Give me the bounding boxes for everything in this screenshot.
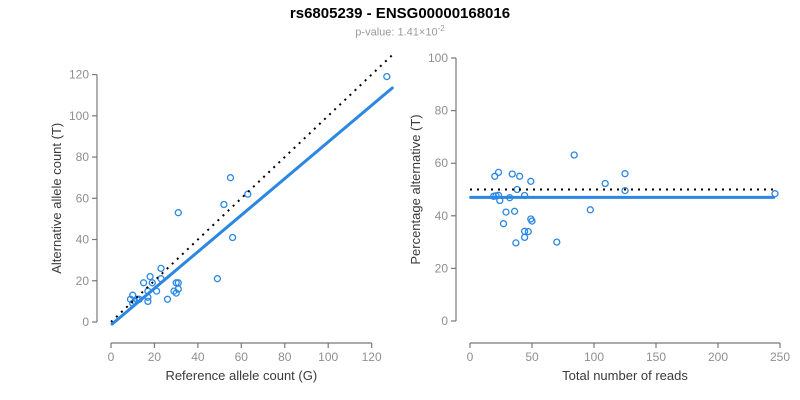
y-tick-label: 20: [435, 261, 449, 275]
y-tick-label: 0: [441, 314, 448, 328]
x-tick-label: 50: [525, 350, 539, 364]
data-point: [621, 170, 629, 178]
x-tick-label: 60: [235, 350, 249, 364]
x-tick-label: 150: [646, 350, 666, 364]
identity-line: [110, 52, 396, 323]
data-point: [144, 297, 152, 306]
data-point: [527, 177, 535, 185]
data-point: [524, 227, 532, 236]
x-tick-label: 250: [770, 350, 790, 364]
data-point: [172, 279, 180, 287]
y-tick-label: 80: [435, 104, 449, 118]
y-tick-label: 100: [428, 51, 448, 65]
data-point: [157, 264, 165, 273]
data-point: [508, 170, 516, 178]
x-tick-label: 0: [108, 350, 115, 364]
y-tick-label: 20: [76, 274, 90, 288]
y-tick-label: 40: [76, 233, 90, 247]
data-point: [174, 285, 182, 293]
data-point: [491, 172, 499, 180]
y-tick-label: 120: [69, 68, 89, 82]
x-tick-label: 200: [708, 350, 728, 364]
data-point: [621, 186, 629, 195]
data-point: [220, 200, 228, 209]
data-point: [586, 206, 594, 214]
data-point: [174, 209, 182, 217]
data-point: [383, 72, 391, 81]
data-point: [213, 275, 222, 283]
p-value-text: p-value: 1.41×10: [355, 26, 438, 39]
data-point: [601, 179, 609, 188]
data-point: [172, 289, 180, 297]
x-tick-label: 100: [318, 350, 338, 364]
x-tick-label: 100: [584, 350, 604, 364]
data-point: [520, 233, 529, 242]
data-point: [771, 190, 779, 198]
data-point: [226, 174, 235, 182]
percentage-vs-reads-scatter: 0 50 100 150 200 250 0 20 40 60 80 100 Total number …: [408, 51, 790, 383]
data-point: [244, 190, 252, 198]
x-tick-label: 0: [467, 350, 474, 364]
y-axis-title: Alternative allele count (T): [49, 123, 64, 274]
y-tick-label: 100: [69, 109, 89, 123]
data-point: [148, 279, 156, 287]
data-point: [228, 233, 237, 242]
data-point: [515, 172, 524, 180]
data-point: [528, 217, 536, 225]
data-point: [502, 208, 510, 216]
data-point: [139, 279, 148, 287]
page-title: rs6805239 - ENSG00000168016: [289, 5, 511, 22]
y-tick-label: 80: [76, 150, 90, 164]
y-tick-label: 40: [435, 209, 449, 223]
regression-line: [110, 86, 394, 326]
data-point: [512, 239, 520, 247]
y-tick-label: 60: [435, 156, 449, 170]
x-tick-label: 40: [191, 350, 205, 364]
p-value-subtitle: p-value: 1.41×10-2: [0, 24, 800, 39]
data-point: [146, 272, 154, 281]
x-tick-label: 120: [362, 350, 382, 364]
x-axis-title: Reference allele count (G): [165, 368, 317, 383]
data-point: [163, 295, 172, 303]
y-tick-label: 0: [82, 315, 89, 329]
data-point: [499, 220, 508, 228]
data-point: [570, 151, 578, 159]
allele-counts-scatter: 0 20 40 60 80 100 120 0 20 40 60 80 100 120 Reference …: [49, 52, 396, 383]
y-axis-title: Percentage alternative (T): [408, 114, 423, 264]
x-tick-label: 80: [278, 350, 292, 364]
data-point: [553, 238, 561, 246]
p-value-exponent: -2: [437, 24, 445, 33]
x-tick-label: 20: [148, 350, 162, 364]
x-axis-title: Total number of reads: [562, 368, 688, 383]
y-tick-label: 60: [76, 191, 90, 205]
data-point: [494, 168, 503, 177]
data-point: [510, 207, 519, 215]
